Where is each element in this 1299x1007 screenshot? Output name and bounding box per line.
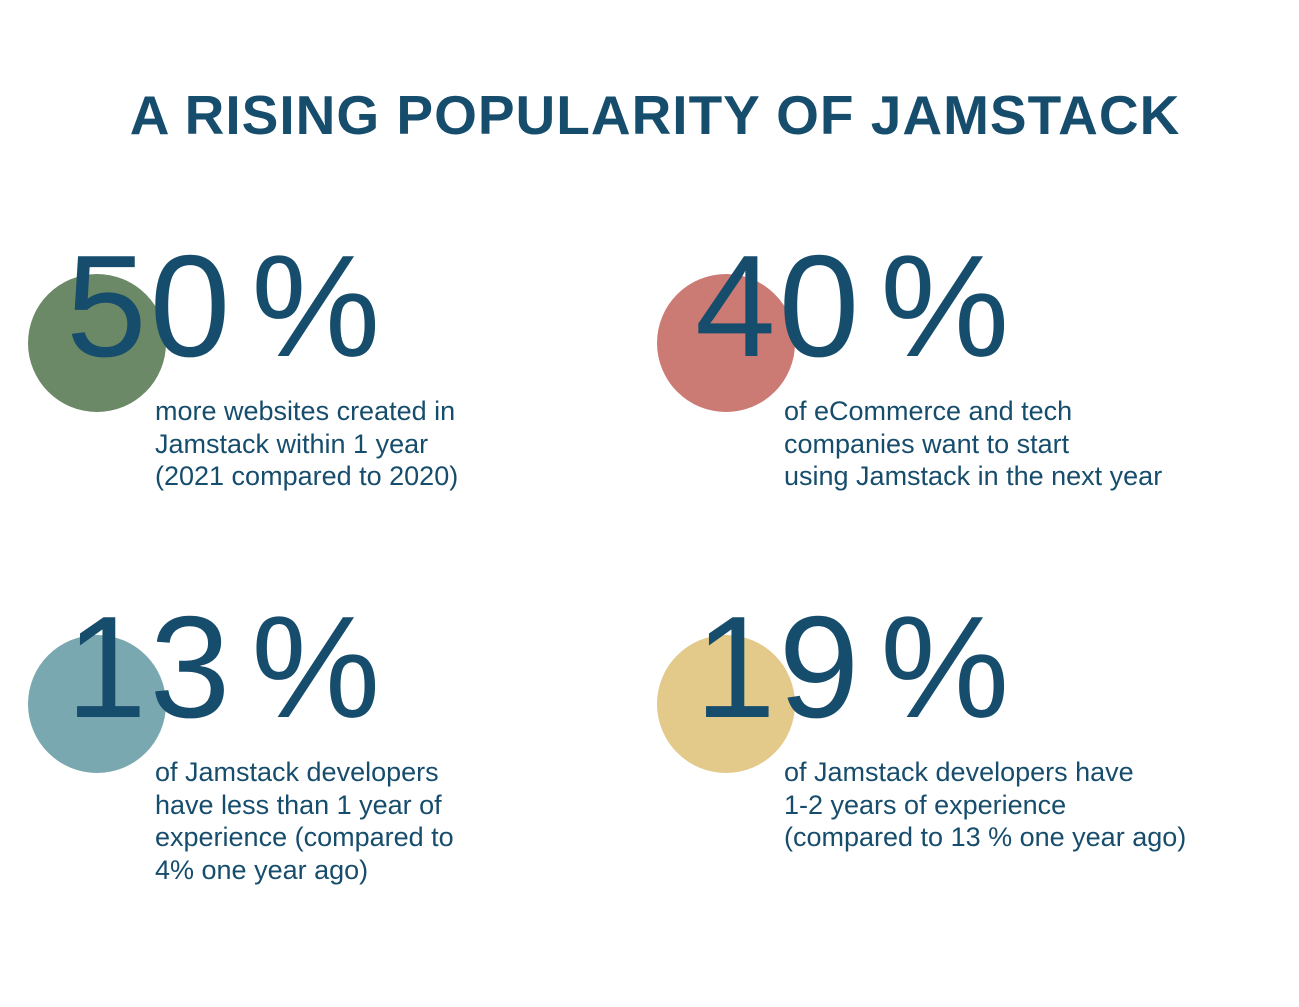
- description-line: companies want to start: [784, 428, 1070, 459]
- stat-number: 19: [695, 586, 863, 748]
- stat-number: 50: [66, 225, 234, 387]
- description-line: 1-2 years of experience: [784, 789, 1067, 820]
- stat-description: of eCommerce and tech companies want to …: [784, 395, 1162, 493]
- stat-percent: 13%: [66, 587, 383, 747]
- accent-circle: [657, 635, 795, 773]
- description-line: using Jamstack in the next year: [784, 461, 1163, 491]
- description-line: of eCommerce and tech: [784, 396, 1073, 426]
- stat-number: 40: [695, 225, 863, 387]
- stat-percent: 19%: [695, 587, 1012, 747]
- description-line: have less than 1 year of: [155, 789, 442, 820]
- description-line: 4% one year ago): [155, 854, 369, 885]
- description-line: Jamstack within 1 year: [155, 428, 429, 459]
- stat-percent: 40%: [695, 226, 1012, 386]
- percent-sign: %: [251, 225, 384, 387]
- stat-description: of Jamstack developers have less than 1 …: [155, 756, 454, 886]
- stat-card-websites: 50% more websites created in Jamstack wi…: [0, 0, 620, 491]
- description-line: of Jamstack developers: [155, 757, 439, 787]
- stat-card-experienced-developers: 19% of Jamstack developers have 1-2 year…: [629, 361, 1249, 852]
- description-line: (2021 compared to 2020): [155, 461, 459, 491]
- percent-sign: %: [251, 586, 384, 748]
- accent-circle: [657, 274, 795, 412]
- stat-description: more websites created in Jamstack within…: [155, 395, 458, 493]
- stat-card-new-developers: 13% of Jamstack developers have less tha…: [0, 361, 620, 885]
- description-line: of Jamstack developers have: [784, 757, 1134, 787]
- accent-circle: [28, 635, 166, 773]
- percent-sign: %: [880, 225, 1013, 387]
- accent-circle: [28, 274, 166, 412]
- page-title: A RISING POPULARITY OF JAMSTACK: [129, 84, 1181, 146]
- stat-card-ecommerce: 40% of eCommerce and tech companies want…: [629, 0, 1249, 491]
- stat-percent: 50%: [66, 226, 383, 386]
- stat-number: 13: [66, 586, 234, 748]
- description-line: (compared to 13 % one year ago): [784, 822, 1187, 852]
- description-line: more websites created in: [155, 396, 456, 426]
- description-line: experience (compared to: [155, 822, 454, 852]
- percent-sign: %: [880, 586, 1013, 748]
- stat-description: of Jamstack developers have 1-2 years of…: [784, 756, 1186, 854]
